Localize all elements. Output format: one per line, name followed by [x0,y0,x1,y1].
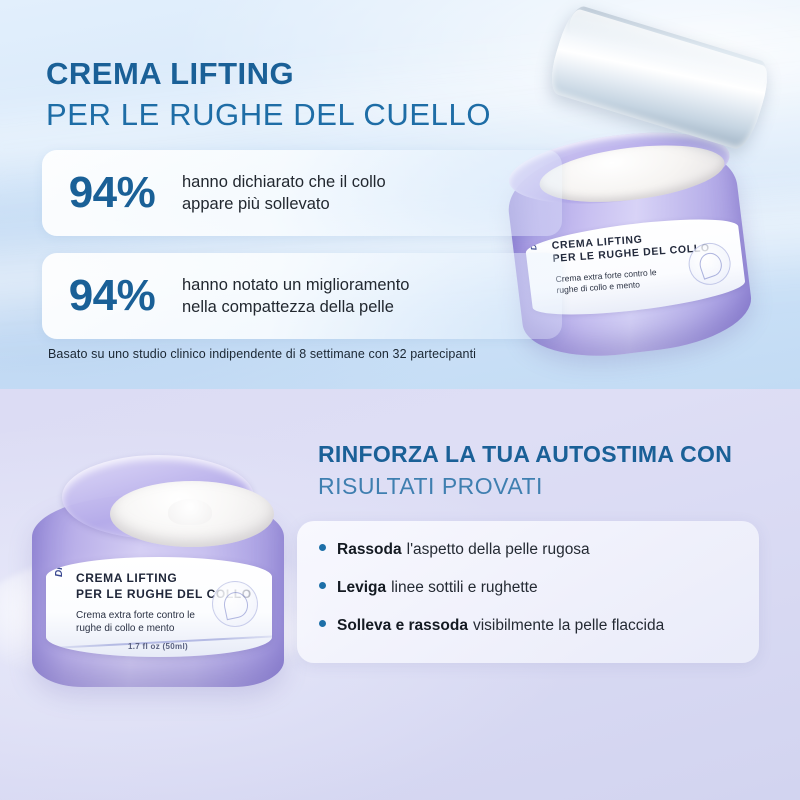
benefit-3-keyword: Solleva e rassoda [337,617,468,634]
claim-1-percent: 94% [68,168,156,217]
bullet-dot-icon [319,582,326,589]
jar-bottom-label-subtitle: Crema extra forte contro le rughe di col… [76,610,195,634]
jar-bottom-brand-text: Diamond [54,557,65,577]
bullet-dot-icon [319,620,326,627]
benefit-1-text: l'aspetto della pelle rugosa [406,541,590,558]
benefit-item-1: Rassoda l'aspetto della pelle rugosa [319,541,737,559]
bullet-dot-icon [319,544,326,551]
claim-2-text: hanno notato un miglioramento nella comp… [182,275,410,316]
benefit-2-text: linee sottili e rughette [391,579,538,596]
top-section: Diamond CREMA LIFTING PER LE RUGHE DEL C… [0,0,800,389]
benefit-item-2: Leviga linee sottili e rughette [319,579,737,597]
claim-card-2: 94% hanno notato un miglioramento nella … [42,253,562,339]
main-headline: CREMA LIFTING PER LE RUGHE DEL CUELLO [46,58,491,130]
headline-line-2: PER LE RUGHE DEL CUELLO [46,97,492,132]
claim-2-percent: 94% [68,271,156,320]
bottom-subheading: RINFORZA LA TUA AUTOSTIMA CON RISULTATI … [318,443,732,498]
study-disclaimer: Basato su uno studio clinico indipendent… [48,347,477,361]
benefit-1-keyword: Rassoda [337,541,402,558]
benefit-item-3: Solleva e rassoda visibilmente la pelle … [319,617,737,635]
jar-bottom-rim [62,455,274,547]
product-jar-bottom: Diamond CREMA LIFTING PER LE RUGHE DEL C… [28,437,290,687]
benefits-card: Rassoda l'aspetto della pelle rugosa Lev… [297,521,759,663]
jar-bottom-seal-icon [212,581,258,627]
benefit-2-keyword: Leviga [337,579,387,596]
jar-top-lid [544,2,775,153]
headline-line-1: CREMA LIFTING [46,56,295,91]
jar-bottom-label-size: 1.7 fl oz (50ml) [128,642,188,651]
subheading-line-1: RINFORZA LA TUA AUTOSTIMA CON [318,441,733,467]
claim-card-1: 94% hanno dichiarato che il collo appare… [42,150,562,236]
jar-top-label-subtitle: Crema extra forte contro le rughe di col… [555,267,657,296]
jar-bottom-cream-surface [110,481,274,547]
claim-1-text: hanno dichiarato che il collo appare più… [182,172,386,213]
jar-bottom-label: Diamond CREMA LIFTING PER LE RUGHE DEL C… [46,557,272,657]
benefit-3-text: visibilmente la pelle flaccida [472,617,665,634]
subheading-line-2: RISULTATI PROVATI [318,473,543,499]
jar-top-label-title: CREMA LIFTING PER LE RUGHE DEL COLLO [551,233,711,265]
